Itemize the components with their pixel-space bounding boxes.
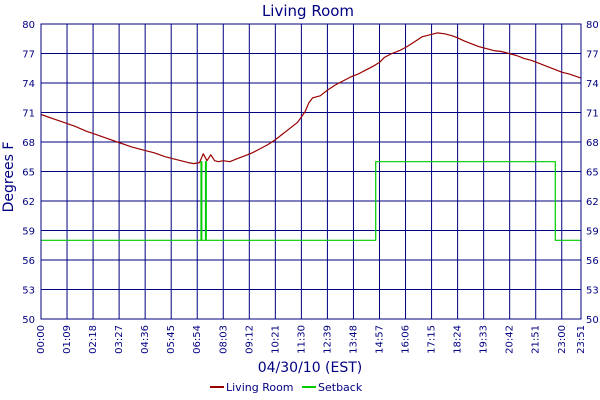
x-tick-label: 14:57 bbox=[374, 325, 385, 354]
y-tick-label-right: 80 bbox=[586, 20, 599, 31]
y-tick-label-left: 71 bbox=[22, 109, 35, 120]
y-tick-label-right: 68 bbox=[586, 138, 599, 149]
x-tick-label: 11:30 bbox=[296, 325, 307, 354]
y-tick-label-left: 74 bbox=[22, 79, 35, 90]
y-tick-label-right: 71 bbox=[586, 109, 599, 120]
x-tick-label: 13:48 bbox=[348, 325, 359, 354]
x-tick-label: 16:06 bbox=[401, 325, 412, 354]
legend-label-setback: Setback bbox=[318, 381, 363, 394]
y-tick-label-left: 68 bbox=[22, 138, 35, 149]
x-tick-label: 17:15 bbox=[427, 325, 438, 354]
y-axis-right-ticks: 50 53 56 59 62 65 68 71 74 77 80 bbox=[586, 20, 599, 326]
y-axis-label: Degrees F bbox=[1, 142, 17, 213]
x-tick-label: 04:36 bbox=[140, 325, 151, 354]
y-tick-label-right: 50 bbox=[586, 315, 599, 326]
x-tick-label: 18:24 bbox=[453, 325, 464, 354]
x-tick-label: 12:39 bbox=[322, 325, 333, 354]
y-tick-label-right: 53 bbox=[586, 286, 599, 297]
y-tick-label-left: 77 bbox=[22, 50, 35, 61]
y-tick-label-left: 62 bbox=[22, 197, 35, 208]
plot-frame bbox=[40, 23, 582, 320]
x-tick-label: 06:54 bbox=[192, 325, 203, 354]
x-tick-label: 01:09 bbox=[62, 325, 73, 354]
x-axis-ticks: 00:00 01:09 02:18 03:27 04:36 05:45 06:54 08:03… bbox=[36, 325, 587, 354]
y-tick-label-right: 56 bbox=[586, 256, 599, 267]
x-tick-label: 03:27 bbox=[114, 325, 125, 354]
y-tick-label-left: 65 bbox=[22, 168, 35, 179]
legend: Living Room Setback bbox=[210, 381, 363, 394]
y-tick-label-left: 80 bbox=[22, 20, 35, 31]
y-tick-label-right: 77 bbox=[586, 50, 599, 61]
y-tick-label-right: 59 bbox=[586, 227, 599, 238]
y-tick-label-right: 62 bbox=[586, 197, 599, 208]
y-tick-label-left: 59 bbox=[22, 227, 35, 238]
x-tick-label: 23:00 bbox=[557, 325, 568, 354]
y-tick-label-left: 50 bbox=[22, 315, 35, 326]
x-tick-label: 23:51 bbox=[576, 325, 587, 354]
legend-label-living-room: Living Room bbox=[226, 381, 294, 394]
y-tick-label-left: 53 bbox=[22, 286, 35, 297]
x-tick-label: 21:51 bbox=[531, 325, 542, 354]
x-tick-label: 20:42 bbox=[505, 325, 516, 354]
x-tick-label: 19:33 bbox=[479, 325, 490, 354]
x-tick-label: 10:21 bbox=[270, 325, 281, 354]
x-tick-label: 05:45 bbox=[166, 325, 177, 354]
plot-grid bbox=[40, 23, 582, 320]
series-line-setback bbox=[41, 161, 581, 241]
chart-title: Living Room bbox=[262, 2, 354, 20]
y-tick-label-right: 74 bbox=[586, 79, 599, 90]
y-axis-left-ticks: 50 53 56 59 62 65 68 71 74 77 80 bbox=[22, 20, 35, 326]
series-line-living-room bbox=[40, 32, 582, 165]
x-tick-label: 00:00 bbox=[36, 325, 47, 354]
y-tick-label-right: 65 bbox=[586, 168, 599, 179]
x-tick-label: 08:03 bbox=[218, 325, 229, 354]
y-tick-label-left: 56 bbox=[22, 256, 35, 267]
x-tick-label: 02:18 bbox=[88, 325, 99, 354]
series-layer bbox=[40, 32, 582, 241]
x-axis-label: 04/30/10 (EST) bbox=[258, 360, 363, 376]
x-tick-label: 09:12 bbox=[244, 325, 255, 354]
